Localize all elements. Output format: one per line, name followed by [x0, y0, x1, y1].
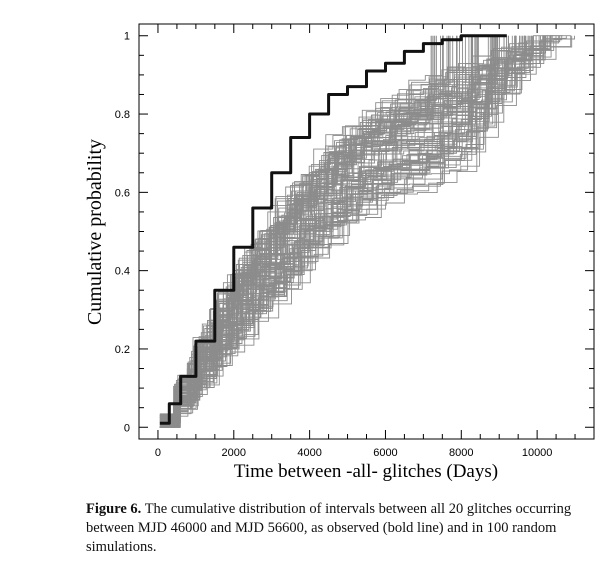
y-tick-label: 0 [124, 422, 130, 434]
simulation-line [159, 35, 527, 422]
simulation-line [159, 35, 541, 428]
simulation-line [159, 35, 563, 428]
x-tick-label: 4000 [297, 447, 321, 459]
y-tick-label: 0.2 [115, 344, 130, 356]
y-tick-label: 0.6 [115, 187, 130, 199]
simulation-line [159, 35, 478, 415]
y-axis-label: Cumulative probability [84, 139, 106, 325]
cumulative-distribution-chart: 0 2000 4000 6000 8000 10000 0 0.2 0.4 0.6 0.8 1 Cum… [84, 23, 595, 482]
x-tick-label: 0 [155, 447, 161, 459]
observed-line [159, 34, 507, 425]
caption-label: Figure 6. [86, 501, 142, 517]
simulation-line [159, 35, 437, 415]
x-tick-label: 6000 [373, 447, 397, 459]
caption-text: The cumulative distribution of intervals… [86, 501, 572, 555]
simulation-line [159, 35, 561, 421]
simulation-line [159, 35, 473, 423]
simulation-line [159, 35, 444, 428]
x-axis-label: Time between -all- glitches (Days) [234, 461, 498, 482]
simulation-line [159, 35, 505, 428]
figure-caption: Figure 6. The cumulative distribution of… [86, 500, 598, 557]
x-tick-label: 8000 [449, 447, 473, 459]
simulation-line [159, 35, 547, 416]
x-tick-label: 10000 [522, 447, 553, 459]
simulation-line [159, 35, 444, 419]
y-tick-label: 0.4 [115, 266, 130, 278]
y-tick-label: 1 [124, 31, 130, 43]
simulation-line [159, 35, 509, 417]
x-tick-label: 2000 [222, 447, 246, 459]
simulation-lines [159, 35, 575, 428]
axis-ticks: 0 2000 4000 6000 8000 10000 0 0.2 0.4 0.6 0.8 1 [115, 24, 594, 459]
simulation-line [159, 35, 451, 417]
simulation-line [159, 35, 532, 427]
simulation-line [159, 35, 544, 428]
observed-line-group [159, 34, 507, 425]
simulation-line [159, 35, 529, 421]
y-tick-label: 0.8 [115, 109, 130, 121]
simulation-line [159, 35, 463, 418]
